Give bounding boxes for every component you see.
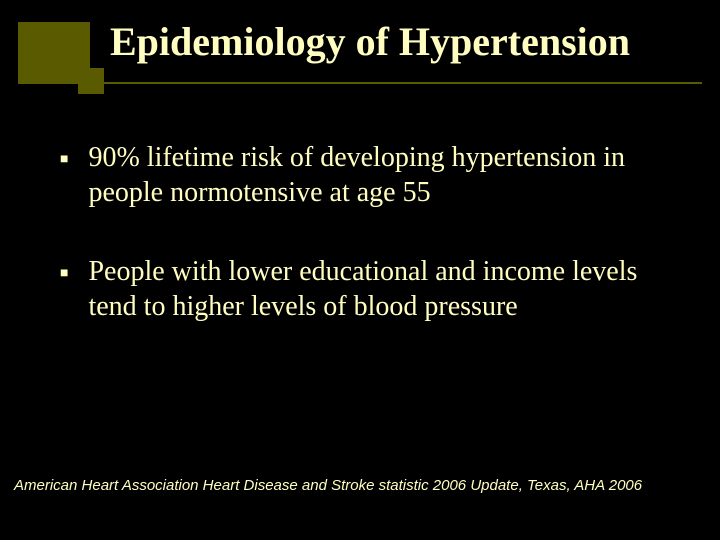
bullet-icon: ■ bbox=[60, 266, 68, 282]
bullet-text: 90% lifetime risk of developing hyperten… bbox=[88, 140, 680, 210]
slide-title: Epidemiology of Hypertension bbox=[110, 18, 630, 65]
bullet-icon: ■ bbox=[60, 152, 68, 168]
bullet-item: ■ People with lower educational and inco… bbox=[60, 254, 680, 324]
title-underline bbox=[18, 82, 702, 84]
slide-footer-citation: American Heart Association Heart Disease… bbox=[14, 477, 642, 494]
slide-content: ■ 90% lifetime risk of developing hypert… bbox=[60, 140, 680, 368]
slide-container: Epidemiology of Hypertension ■ 90% lifet… bbox=[0, 0, 720, 540]
bullet-item: ■ 90% lifetime risk of developing hypert… bbox=[60, 140, 680, 210]
bullet-text: People with lower educational and income… bbox=[88, 254, 680, 324]
accent-box-small bbox=[78, 68, 104, 94]
